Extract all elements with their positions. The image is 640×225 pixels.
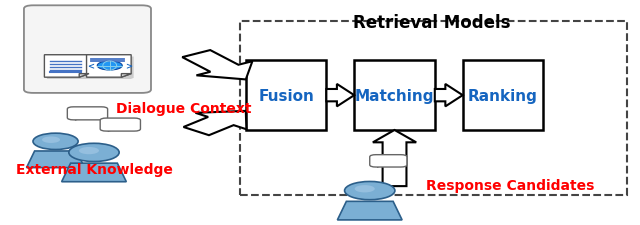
Circle shape [42,137,60,143]
Text: Matching: Matching [355,88,435,103]
Text: Retrieval Models: Retrieval Models [353,14,511,32]
Polygon shape [122,74,131,78]
Polygon shape [75,118,82,121]
Polygon shape [44,56,89,78]
Text: External Knowledge: External Knowledge [15,162,172,176]
FancyBboxPatch shape [100,119,140,131]
FancyBboxPatch shape [24,6,151,94]
Circle shape [344,182,395,200]
Bar [355,61,435,130]
Polygon shape [86,56,131,78]
Polygon shape [47,57,92,80]
Polygon shape [435,85,463,107]
Polygon shape [89,57,134,80]
Polygon shape [182,51,252,80]
Polygon shape [326,85,355,107]
Bar [246,61,326,130]
FancyBboxPatch shape [370,155,407,167]
Polygon shape [26,151,84,168]
Polygon shape [373,130,416,186]
Text: Fusion: Fusion [258,88,314,103]
Text: <: < [88,62,95,71]
FancyBboxPatch shape [67,107,108,120]
Text: Ranking: Ranking [468,88,538,103]
Polygon shape [79,74,89,78]
Polygon shape [184,111,246,136]
Text: Dialogue Context: Dialogue Context [116,101,251,115]
Text: Response Candidates: Response Candidates [426,178,594,192]
Bar [239,22,627,195]
Circle shape [355,185,375,193]
Bar [463,61,543,130]
Circle shape [33,134,78,150]
Circle shape [69,144,119,162]
Polygon shape [337,201,402,220]
Circle shape [79,147,99,155]
Circle shape [97,62,122,71]
Polygon shape [377,165,383,167]
Text: >: > [125,62,132,71]
Polygon shape [108,129,115,132]
Polygon shape [61,163,126,182]
